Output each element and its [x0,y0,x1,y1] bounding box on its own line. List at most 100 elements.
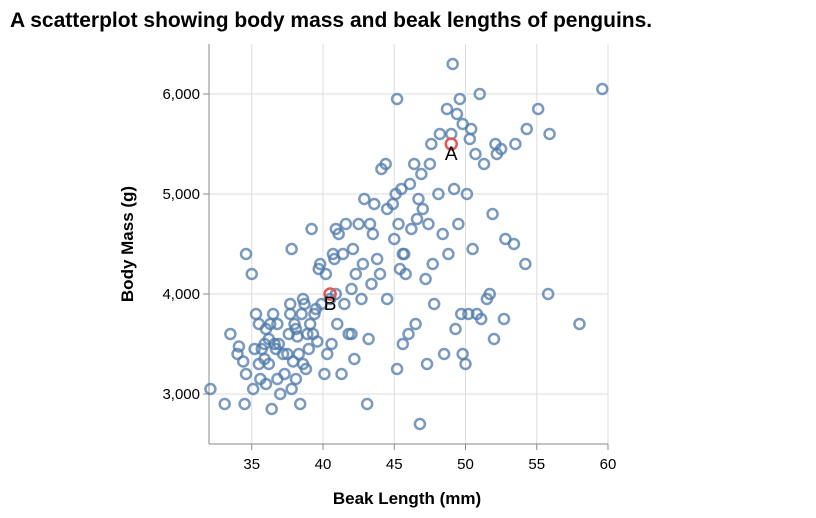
data-point [318,367,331,381]
y-tick-label: 3,000 [162,386,200,403]
data-point [339,217,353,231]
grid-lines [209,44,609,444]
data-point [246,382,260,396]
data-point [473,87,486,101]
data-point [396,337,410,351]
data-point [596,82,609,96]
data-point [531,102,545,116]
data-point [440,102,454,116]
data-point [453,92,467,106]
data-point [486,207,499,221]
y-tick-label: 5,000 [162,186,200,203]
data-point [450,107,464,121]
data-point [262,357,276,371]
data-point [477,157,491,171]
data-point [259,377,273,391]
data-point [311,335,324,348]
data-point [392,217,405,231]
data-point [403,177,417,191]
data-point [454,307,468,321]
highlight-label: A [445,144,458,165]
data-point [249,307,263,321]
data-point [410,212,424,226]
x-tick-label: 40 [315,456,332,473]
data-point [370,252,384,266]
data-point [447,182,461,196]
data-point [305,222,318,236]
data-point [433,127,447,141]
data-point [338,297,351,311]
data-point [303,317,317,331]
data-point [298,297,311,311]
data-point [352,217,365,231]
data-point [239,247,253,261]
data-point [426,257,439,271]
data-point [236,355,250,368]
data-point [285,242,298,256]
data-point [541,287,555,301]
data-point [292,347,306,361]
data-point [232,340,246,353]
data-point [224,327,237,341]
data-point [422,217,435,231]
data-point [365,277,378,291]
y-tick-label: 6,000 [162,86,200,103]
data-point [449,322,462,336]
data-point [276,347,290,361]
data-point [519,257,532,271]
data-point [271,317,284,331]
x-axis-title: Beak Length (mm) [333,489,481,508]
data-point [412,192,425,206]
data-point [423,157,437,171]
data-point [274,387,287,401]
data-point [329,287,343,301]
data-point [413,417,427,431]
data-point [419,272,432,286]
data-point [302,342,315,356]
data-point [355,292,368,306]
x-tick-label: 50 [457,456,474,473]
data-point [283,297,297,311]
data-point [345,282,358,296]
data-point [409,317,422,331]
data-point [204,382,217,396]
data-point [437,347,451,361]
data-point [452,217,465,231]
data-point [543,127,556,141]
data-point [218,397,231,411]
data-point [388,232,401,246]
data-point [289,322,303,336]
data-point [373,267,387,281]
data-point [464,122,478,136]
data-point [278,367,291,381]
data-point [335,367,348,381]
data-point [402,327,415,341]
data-point [425,137,438,151]
data-point [420,357,434,371]
data-point [360,397,374,411]
x-tick-label: 35 [243,456,260,473]
data-point [283,307,297,321]
data-point [469,147,482,161]
data-point [345,327,358,341]
data-point [296,357,310,371]
axes: 35 40 45 50 55 60 3,000 4,000 5,000 6,000 [162,44,616,473]
data-point [390,362,404,376]
data-point [497,312,511,326]
data-point [293,397,307,411]
data-point [238,397,251,411]
highlight-label: B [324,294,337,315]
data-point [463,132,477,146]
data-point [456,347,469,361]
data-point [573,317,586,331]
data-point [460,187,474,201]
data-point [266,307,280,321]
data-point [446,57,459,71]
x-tick-label: 60 [600,456,617,473]
x-tick-label: 45 [386,456,403,473]
data-point [362,332,375,346]
data-point [336,247,350,261]
data-point [348,352,361,366]
data-point [356,257,370,271]
